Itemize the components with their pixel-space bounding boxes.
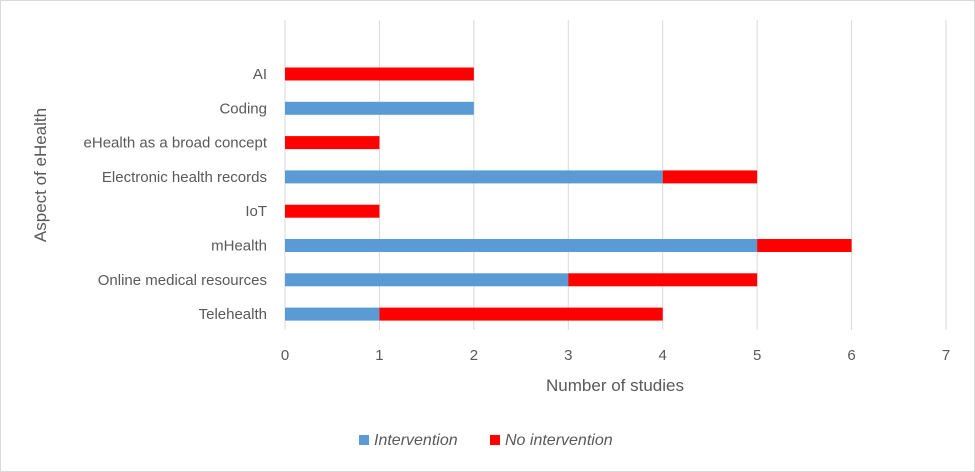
y-tick-label: Electronic health records: [102, 169, 267, 186]
y-tick-label: Online medical resources: [98, 272, 267, 289]
legend-label: No intervention: [505, 432, 613, 449]
y-tick-label: IoT: [245, 203, 267, 220]
bar-segment-no-intervention: [285, 136, 380, 150]
x-tick-label: 6: [847, 347, 855, 364]
y-tick-labels: AI Coding eHealth as a broad concept Electr…: [84, 66, 268, 323]
bars: [285, 67, 852, 321]
x-tick-label: 4: [659, 347, 667, 364]
y-tick-label: Telehealth: [199, 306, 267, 323]
bar-segment-intervention: [285, 239, 758, 252]
y-tick-label: AI: [253, 66, 267, 83]
bar-segment-intervention: [285, 307, 380, 321]
legend-swatch: [359, 435, 369, 445]
legend-swatch: [490, 435, 500, 445]
bar-segment-no-intervention: [285, 204, 380, 218]
y-axis-title: Aspect of eHealth: [31, 108, 50, 242]
bar-segment-intervention: [285, 273, 569, 287]
x-tick-labels: 0 1 2 3 4 5 6 7: [281, 347, 950, 364]
x-tick-label: 0: [281, 347, 289, 364]
legend-label: Intervention: [374, 432, 458, 449]
bar-segment-intervention: [285, 101, 474, 115]
x-tick-label: 1: [375, 347, 383, 364]
x-tick-label: 3: [564, 347, 572, 364]
y-tick-label: Coding: [219, 100, 267, 117]
bar-segment-no-intervention: [568, 273, 758, 287]
x-tick-label: 5: [753, 347, 761, 364]
legend: Intervention No intervention: [359, 432, 613, 449]
y-tick-label: eHealth as a broad concept: [84, 135, 268, 152]
bar-segment-no-intervention: [757, 239, 852, 252]
x-tick-label: 7: [942, 347, 950, 364]
x-tick-label: 2: [470, 347, 478, 364]
y-tick-label: mHealth: [211, 238, 267, 255]
x-axis-title: Number of studies: [546, 376, 684, 395]
bar-segment-no-intervention: [379, 307, 663, 321]
bar-segment-no-intervention: [662, 170, 758, 184]
bar-segment-intervention: [285, 170, 663, 184]
bar-segment-no-intervention: [285, 67, 474, 81]
